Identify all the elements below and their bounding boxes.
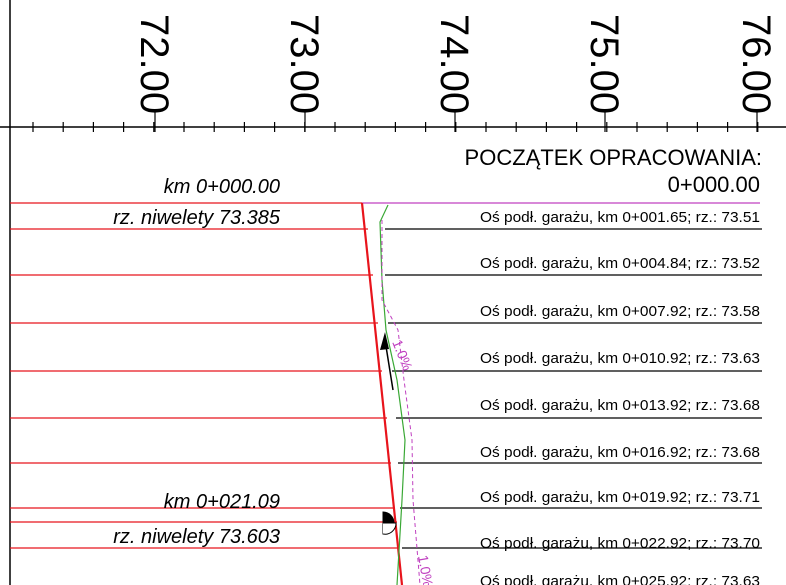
point-km: km 0+021.09	[164, 491, 280, 513]
garage-label: Oś podł. garażu, km 0+010.92; rz.: 73.63	[480, 350, 760, 367]
terrain-line	[379, 204, 406, 585]
garage-label: Oś podł. garażu, km 0+019.92; rz.: 73.71	[480, 489, 760, 506]
scale-labels: 72.00 73.00 74.00 75.00 76.00	[132, 14, 778, 132]
point-km: km 0+000.00	[164, 176, 280, 198]
garage-label: Oś podł. garażu, km 0+016.92; rz.: 73.68	[480, 444, 760, 461]
garage-lines	[385, 228, 762, 549]
level-lines	[10, 202, 399, 549]
garage-label: Oś podł. garażu, km 0+007.92; rz.: 73.58	[480, 303, 760, 320]
scale-label: 74.00	[432, 14, 476, 114]
garage-label: Oś podł. garażu, km 0+025.92; rz.: 73.63	[480, 573, 760, 585]
scale-label: 72.00	[132, 14, 176, 114]
garage-label: Oś podł. garażu, km 0+022.92; rz.: 73.70	[480, 535, 760, 552]
scale-label: 73.00	[282, 14, 326, 114]
break-marker-half	[382, 522, 397, 535]
point-level: rz. niwelety 73.603	[113, 526, 280, 548]
arrow-head	[380, 332, 389, 350]
grade-line	[360, 202, 404, 585]
dashed-line	[381, 220, 421, 585]
scale-label: 76.00	[734, 14, 778, 114]
garage-label: Oś podł. garażu, km 0+004.84; rz.: 73.52	[480, 255, 760, 272]
garage-label: Oś podł. garażu, km 0+001.65; rz.: 73.51	[480, 209, 760, 226]
scale-label: 75.00	[582, 14, 626, 114]
header-title: POCZĄTEK OPRACOWANIA:	[465, 145, 762, 170]
point-level: rz. niwelety 73.385	[113, 207, 281, 229]
scale-ticks	[32, 122, 759, 132]
garage-label: Oś podł. garażu, km 0+013.92; rz.: 73.68	[480, 397, 760, 414]
header-station: 0+000.00	[668, 172, 760, 197]
slope-label: 1.0%	[415, 554, 436, 585]
garage-labels: Oś podł. garażu, km 0+001.65; rz.: 73.51…	[480, 209, 760, 585]
